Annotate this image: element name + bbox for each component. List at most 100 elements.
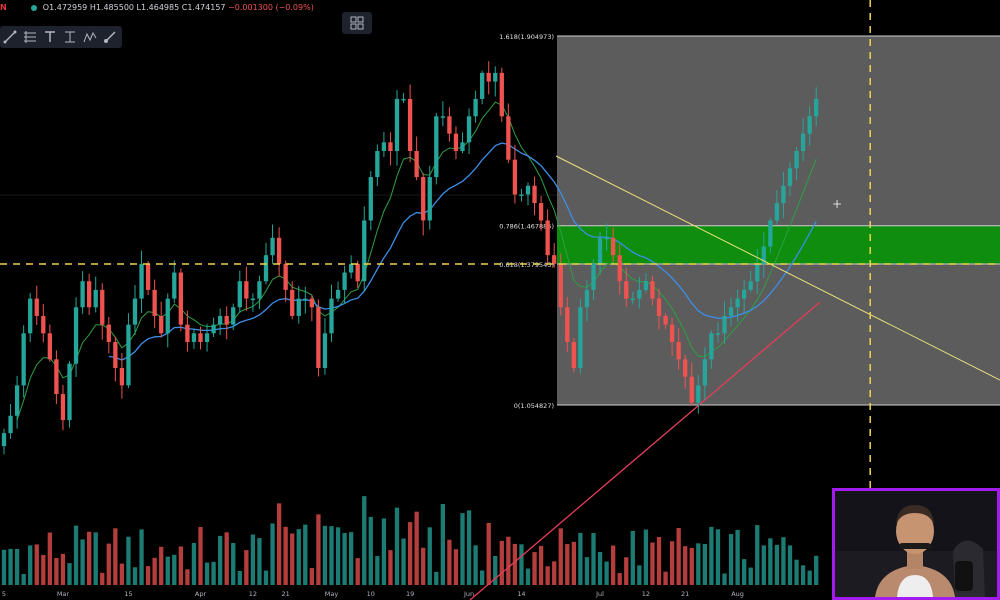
volume-bar: [604, 561, 609, 585]
volume-bar: [493, 556, 498, 585]
x-axis-tick-label: 21: [282, 590, 290, 598]
candle-body: [250, 298, 256, 301]
volume-bar: [87, 531, 92, 585]
volume-bar: [309, 568, 314, 585]
volume-bar: [538, 545, 544, 585]
layout-button[interactable]: [342, 12, 372, 34]
volume-bar: [571, 541, 576, 585]
candle-body: [624, 281, 629, 299]
volume-bar: [728, 534, 734, 585]
ohlc-close: C1.474157: [181, 3, 226, 12]
volume-bar: [512, 543, 518, 585]
candle-body: [159, 315, 164, 334]
ohlc-high: H1.485500: [89, 3, 134, 12]
x-axis-tick-label: May: [325, 590, 339, 598]
volume-bar: [80, 539, 85, 585]
candle-body: [748, 281, 753, 290]
volume-bar: [237, 571, 242, 585]
volume-bar: [440, 503, 445, 585]
volume-bar: [650, 542, 655, 585]
trend-line-icon[interactable]: [0, 27, 20, 47]
volume-bar: [761, 545, 766, 585]
candle-body: [643, 281, 649, 290]
ohlc-change: −0.001300 (−0.09%): [228, 3, 314, 12]
volume-bar: [427, 527, 432, 585]
candle-body: [60, 394, 66, 421]
volume-bar: [565, 544, 570, 585]
candle-body: [453, 133, 459, 152]
candle-body: [715, 333, 721, 335]
x-axis-tick-label: Aug: [731, 590, 744, 598]
volume-bar: [807, 570, 812, 585]
volume-bar: [506, 536, 511, 585]
candle-body: [486, 72, 491, 82]
candle-body: [493, 72, 498, 82]
volume-bar: [768, 538, 773, 585]
volume-bar: [663, 571, 668, 585]
volume-bar: [198, 526, 203, 585]
volume-bar: [689, 547, 694, 585]
candle-body: [93, 289, 98, 308]
drawing-toolbar: [0, 26, 122, 48]
volume-bar: [244, 550, 249, 585]
candle-body: [525, 185, 531, 195]
volume-bar: [525, 568, 531, 585]
candle-body: [689, 376, 694, 403]
fib-retracement-icon[interactable]: [20, 27, 40, 47]
volume-bar: [624, 557, 629, 585]
x-axis-tick-label: Jul: [595, 590, 604, 598]
candle-body: [80, 281, 85, 308]
candle-body: [735, 298, 740, 308]
volume-bar: [276, 503, 282, 585]
candle-body: [362, 220, 367, 282]
volume-bar: [303, 524, 308, 585]
volume-bar: [794, 559, 799, 585]
candle-body: [375, 151, 380, 178]
x-axis-tick-label: Apr: [195, 590, 207, 598]
volume-bar: [1, 549, 7, 585]
candle-body: [54, 359, 59, 395]
candle-body: [41, 315, 46, 334]
volume-bar: [401, 538, 406, 585]
candle-body: [355, 263, 360, 282]
text-icon[interactable]: [40, 27, 60, 47]
candle-body: [100, 289, 105, 325]
volume-bar: [185, 569, 190, 585]
fib-box: [557, 36, 1000, 405]
candle-body: [165, 298, 170, 334]
volume-bar: [578, 532, 583, 585]
candle-body: [329, 298, 334, 334]
pattern-icon[interactable]: [80, 27, 100, 47]
candle-body: [185, 324, 190, 342]
volume-bar: [14, 548, 20, 585]
candle-body: [14, 385, 20, 416]
candle-body: [47, 333, 52, 360]
volume-bar: [335, 527, 341, 585]
candle-body: [257, 281, 262, 299]
candle-body: [21, 333, 26, 386]
candle-body: [669, 324, 675, 342]
x-axis-tick-label: 10: [367, 590, 375, 598]
volume-bar: [54, 557, 59, 585]
volume-bar: [132, 567, 138, 585]
x-axis-tick-label: 5: [2, 590, 6, 598]
candle-body: [113, 341, 118, 369]
measure-icon[interactable]: [60, 27, 80, 47]
symbol-flag: N: [0, 3, 7, 12]
ohlc-readout: N O1.472959 H1.485500 L1.464985 C1.47415…: [0, 3, 314, 12]
volume-bar: [696, 543, 701, 585]
candle-body: [545, 220, 550, 256]
volume-bar: [145, 566, 151, 585]
brush-icon[interactable]: [100, 27, 120, 47]
candle-body: [231, 307, 236, 325]
candle-body: [512, 159, 518, 195]
candle-body: [787, 168, 793, 186]
fib-level-label: 1.618(1.904973): [499, 33, 554, 41]
candle-body: [178, 272, 183, 325]
candle-body: [119, 368, 125, 386]
candle-body: [263, 255, 269, 282]
volume-bar: [126, 536, 131, 585]
candle-body: [204, 333, 210, 342]
candle-body: [303, 298, 308, 301]
